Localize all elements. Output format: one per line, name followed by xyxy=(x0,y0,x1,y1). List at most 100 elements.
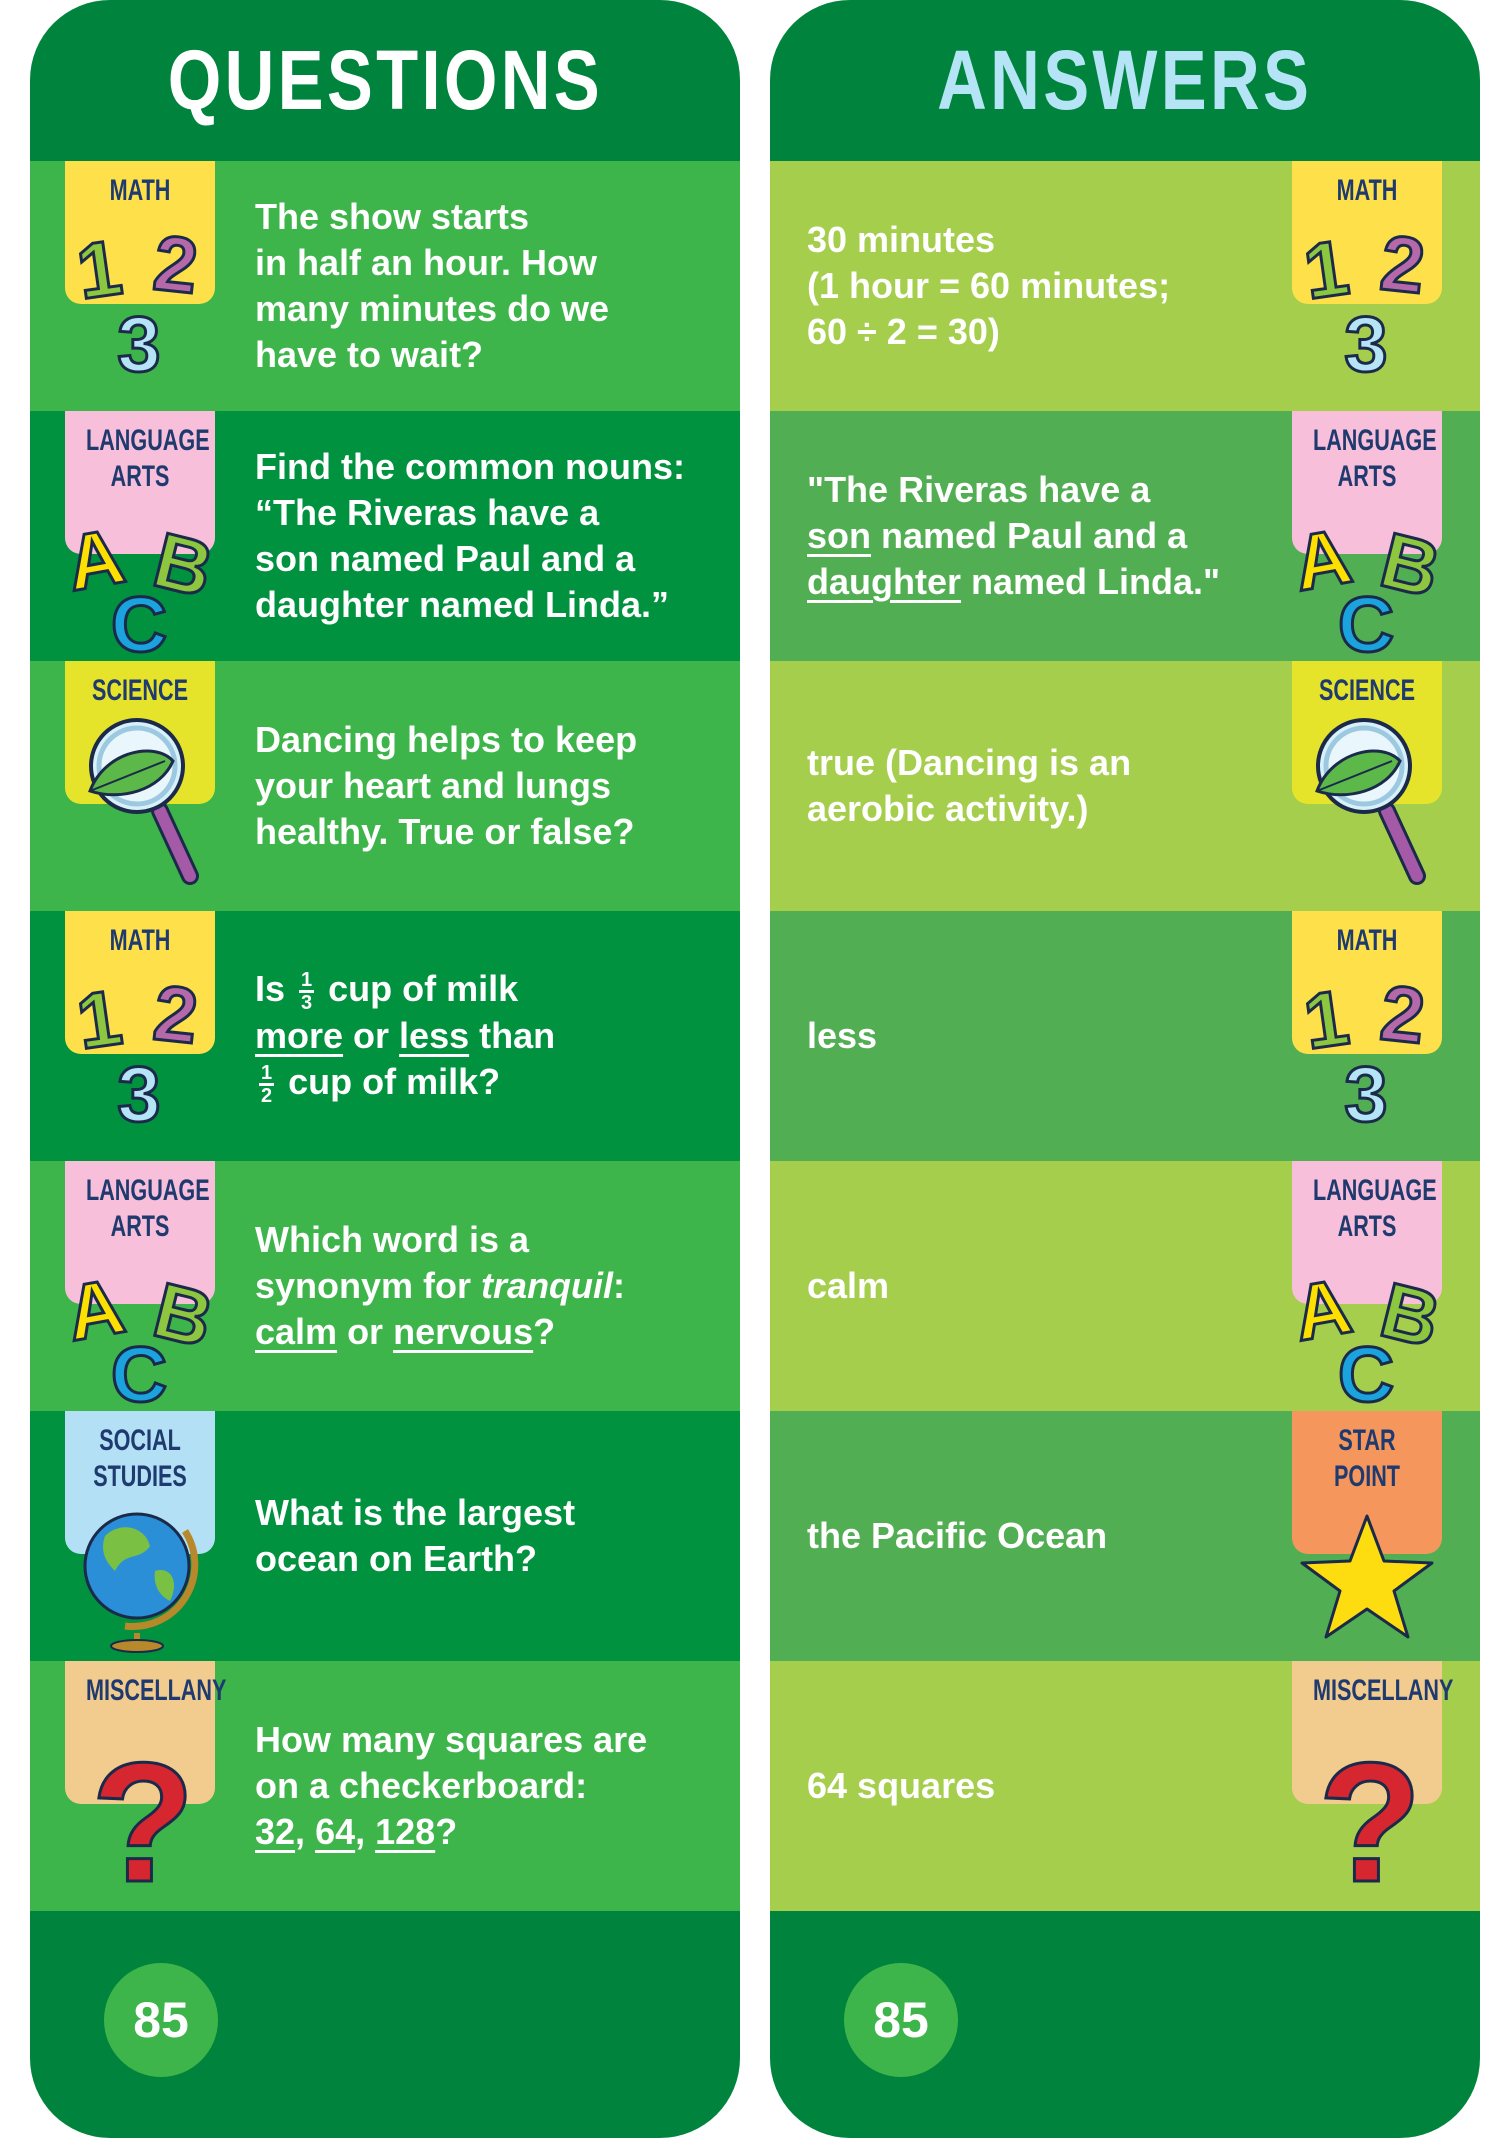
text-segment: your heart and lungs xyxy=(255,765,612,806)
text-segment: named Paul and a xyxy=(871,515,1188,556)
category-label: LANGUAGE ARTS xyxy=(1292,1173,1442,1245)
svg-text:?: ? xyxy=(91,1728,195,1918)
answer-text: less xyxy=(807,1013,877,1059)
card-row: MATH 1 2 3 The show starts in half an hour. H… xyxy=(30,161,740,411)
svg-text:2: 2 xyxy=(1377,218,1429,310)
text-segment: or xyxy=(337,1311,394,1352)
text-line: less xyxy=(807,1013,877,1059)
category-label-line: SOCIAL xyxy=(99,1424,181,1457)
question-mark-icon: ? xyxy=(90,1727,197,1920)
numbers-123-icon: 1 23 xyxy=(1297,967,1430,1140)
text-line: healthy. True or false? xyxy=(255,809,637,855)
question-text: Find the common nouns: “The Riveras have … xyxy=(255,444,685,628)
text-line: more or less than xyxy=(255,1013,555,1059)
page-number: 85 xyxy=(844,1963,958,2077)
answers-header: ANSWERS xyxy=(770,0,1480,161)
text-segment: , xyxy=(295,1811,316,1852)
category-label: SCIENCE xyxy=(65,673,215,709)
category-label-line: LANGUAGE xyxy=(1313,424,1437,457)
letters-abc-icon: A BC xyxy=(58,510,223,670)
underlined-word: nervous xyxy=(393,1311,534,1352)
text-segment: 30 minutes xyxy=(807,219,996,260)
category-label-line: MATH xyxy=(1336,924,1398,957)
denominator: 3 xyxy=(301,992,313,1014)
text-line: synonym for tranquil: xyxy=(255,1263,625,1309)
card-row: STAR POINT the Pacific Ocean xyxy=(770,1411,1480,1661)
category-label-line: STUDIES xyxy=(93,1460,187,1493)
answers-footer: 85 xyxy=(770,1911,1480,2137)
text-segment: How many squares are xyxy=(255,1719,648,1760)
category-label-line: ARTS xyxy=(1337,1210,1397,1243)
magnifying-glass-leaf-icon xyxy=(1315,718,1426,885)
category-tab: MATH 1 2 3 xyxy=(65,161,215,390)
text-line: daughter named Linda.” xyxy=(255,582,685,628)
text-line: "The Riveras have a xyxy=(807,467,1220,513)
category-label-line: STAR xyxy=(1338,1424,1396,1457)
text-segment: ? xyxy=(435,1811,458,1852)
svg-text:C: C xyxy=(1338,580,1394,668)
text-segment: have to wait? xyxy=(255,334,484,375)
card-row: LANGUAGE ARTS A B C calm xyxy=(770,1161,1480,1420)
text-segment: cup of milk? xyxy=(278,1061,501,1102)
category-tab: SCIENCE xyxy=(65,661,215,885)
svg-text:2: 2 xyxy=(150,218,202,310)
category-label-line: SCIENCE xyxy=(91,674,189,707)
page-number: 85 xyxy=(104,1963,218,2077)
category-label: LANGUAGE ARTS xyxy=(1292,423,1442,495)
numbers-123-icon: 1 23 xyxy=(1297,217,1430,390)
category-tab: MISCELLANY? xyxy=(65,1661,226,1920)
numerator: 1 xyxy=(299,969,315,993)
text-line: How many squares are xyxy=(255,1717,647,1763)
category-label: MATH xyxy=(1292,923,1442,959)
question-text: Which word is a synonym for tranquil: calm… xyxy=(255,1217,625,1355)
questions-footer: 85 xyxy=(30,1911,740,2137)
category-label: LANGUAGE ARTS xyxy=(65,423,215,495)
text-segment: daughter named Linda.” xyxy=(255,584,670,625)
text-segment: healthy. True or false? xyxy=(255,811,635,852)
text-segment: Which word is a xyxy=(255,1219,530,1260)
category-label-line: MATH xyxy=(109,174,171,207)
text-segment: Dancing helps to keep xyxy=(255,719,638,760)
text-segment: than xyxy=(469,1015,556,1056)
text-segment: named Linda." xyxy=(961,561,1221,602)
underlined-word: calm xyxy=(255,1311,338,1352)
category-label-line: POINT xyxy=(1333,1460,1400,1493)
questions-header: QUESTIONS xyxy=(30,0,740,161)
text-segment: the Pacific Ocean xyxy=(807,1515,1108,1556)
card-row: SCIENCE Dancing helps to keep your heart a… xyxy=(30,661,740,911)
category-tab: STAR POINT xyxy=(1292,1411,1442,1639)
text-segment: cup of milk xyxy=(318,968,519,1010)
text-segment: Find the common nouns: xyxy=(255,446,685,487)
question-mark-icon: ? xyxy=(1317,1727,1424,1920)
category-label: MATH xyxy=(65,173,215,209)
text-line: son named Paul and a xyxy=(255,536,685,582)
text-line: Dancing helps to keep xyxy=(255,717,637,763)
category-label-line: LANGUAGE xyxy=(86,1174,210,1207)
text-line: ocean on Earth? xyxy=(255,1536,575,1582)
svg-text:3: 3 xyxy=(1344,300,1387,388)
text-segment: ? xyxy=(533,1311,556,1352)
text-line: have to wait? xyxy=(255,332,609,378)
text-segment: “The Riveras have a xyxy=(255,492,600,533)
card-row: MATH 1 2 3 less xyxy=(770,911,1480,1161)
svg-text:2: 2 xyxy=(1377,968,1429,1060)
category-label: MISCELLANY xyxy=(1292,1673,1453,1709)
text-segment: What is the largest xyxy=(255,1492,576,1533)
letters-abc-icon: A BC xyxy=(58,1260,223,1420)
numerator: 1 xyxy=(259,1061,275,1086)
svg-text:3: 3 xyxy=(117,1050,160,1138)
questions-title: QUESTIONS xyxy=(167,33,603,127)
svg-text:3: 3 xyxy=(117,300,160,388)
text-segment: 60 ÷ 2 = 30) xyxy=(807,311,1000,352)
card-row: MISCELLANY? 64 squares xyxy=(770,1661,1480,1920)
category-label-line: MATH xyxy=(1336,174,1398,207)
underlined-word: daughter xyxy=(807,561,962,602)
category-label: STAR POINT xyxy=(1292,1423,1442,1495)
category-tab: MATH 1 2 3 xyxy=(1292,161,1442,390)
text-line: 30 minutes xyxy=(807,217,1170,263)
text-line: (1 hour = 60 minutes; xyxy=(807,263,1170,309)
text-line: What is the largest xyxy=(255,1490,575,1536)
numbers-123-icon: 1 23 xyxy=(70,967,203,1140)
